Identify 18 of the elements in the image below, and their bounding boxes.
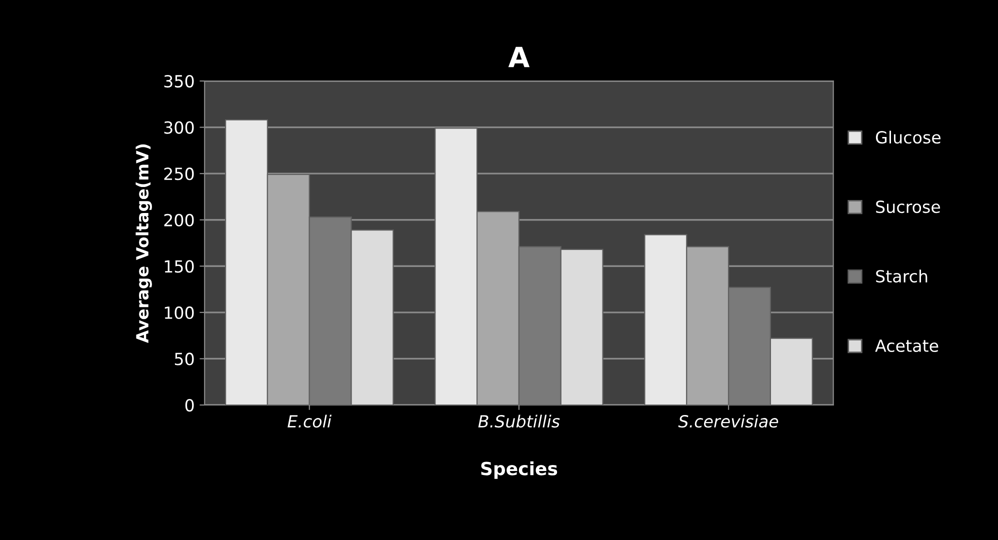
legend-label: Starch xyxy=(876,270,928,283)
chart-title: A xyxy=(508,46,530,68)
legend-label: Sucrose xyxy=(876,200,940,214)
y-tick-label: 100 xyxy=(164,306,194,319)
legend-label: Glucose xyxy=(876,130,941,144)
y-tick-label: 350 xyxy=(164,74,194,88)
y-tick-label: 150 xyxy=(164,260,194,273)
y-axis-title: Average Voltage(mV) xyxy=(136,144,152,343)
y-tick-label: 200 xyxy=(164,214,194,226)
y-tick-label: 50 xyxy=(174,352,194,366)
x-tick-label: S.cerevisiae xyxy=(678,414,778,428)
x-tick-label: B.Subtillis xyxy=(478,414,560,428)
y-tick-label: 0 xyxy=(185,398,194,412)
x-axis-title: Species xyxy=(481,461,558,479)
legend-label: Acetate xyxy=(875,340,938,352)
y-tick-label: 250 xyxy=(164,168,194,180)
y-tick-label: 300 xyxy=(164,121,194,134)
x-tick-label: E.coli xyxy=(288,414,332,428)
